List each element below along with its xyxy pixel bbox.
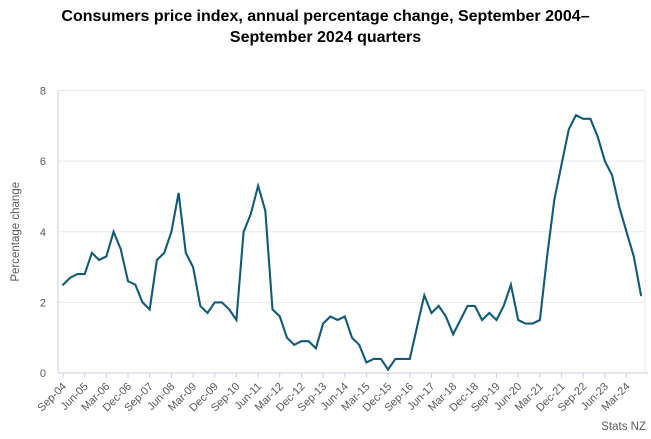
cpi-line [61, 113, 643, 372]
y-tick-label: 4 [40, 227, 46, 239]
y-axis-title: Percentage change [10, 182, 22, 282]
source-attribution: Stats NZ [601, 421, 646, 433]
chart-canvas: 02468Sep-04Jun-05Mar-06Dec-06Sep-07Jun-0… [10, 86, 648, 433]
chart-title: Consumers price index, annual percentage… [61, 8, 590, 46]
y-tick-label: 8 [40, 86, 46, 98]
y-tick-label: 6 [40, 156, 46, 168]
y-tick-label: 2 [40, 297, 46, 309]
y-tick-label: 0 [40, 368, 46, 380]
